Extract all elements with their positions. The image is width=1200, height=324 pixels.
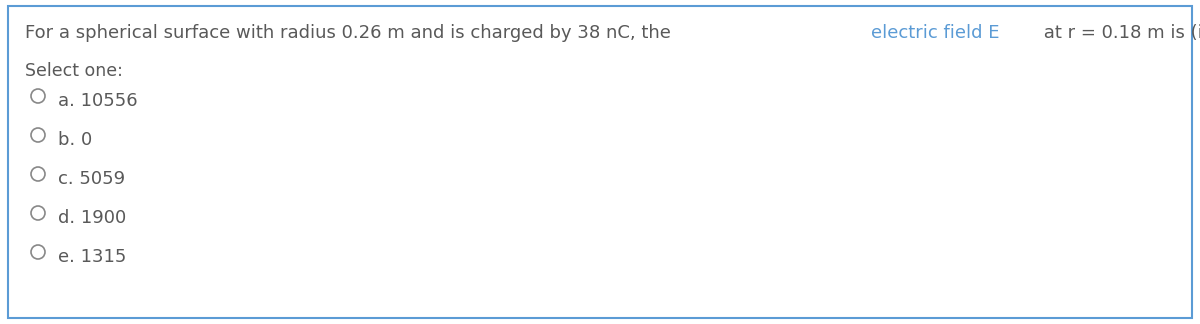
Text: electric field E: electric field E: [871, 24, 1000, 42]
Text: e. 1315: e. 1315: [58, 248, 126, 266]
Text: d. 1900: d. 1900: [58, 209, 126, 227]
Text: at r = 0.18 m is (in N/C): at r = 0.18 m is (in N/C): [1038, 24, 1200, 42]
Text: For a spherical surface with radius 0.26 m and is charged by 38 nC, the: For a spherical surface with radius 0.26…: [25, 24, 677, 42]
Text: b. 0: b. 0: [58, 131, 92, 149]
Text: c. 5059: c. 5059: [58, 170, 125, 188]
Text: a. 10556: a. 10556: [58, 92, 138, 110]
Text: Select one:: Select one:: [25, 62, 122, 80]
